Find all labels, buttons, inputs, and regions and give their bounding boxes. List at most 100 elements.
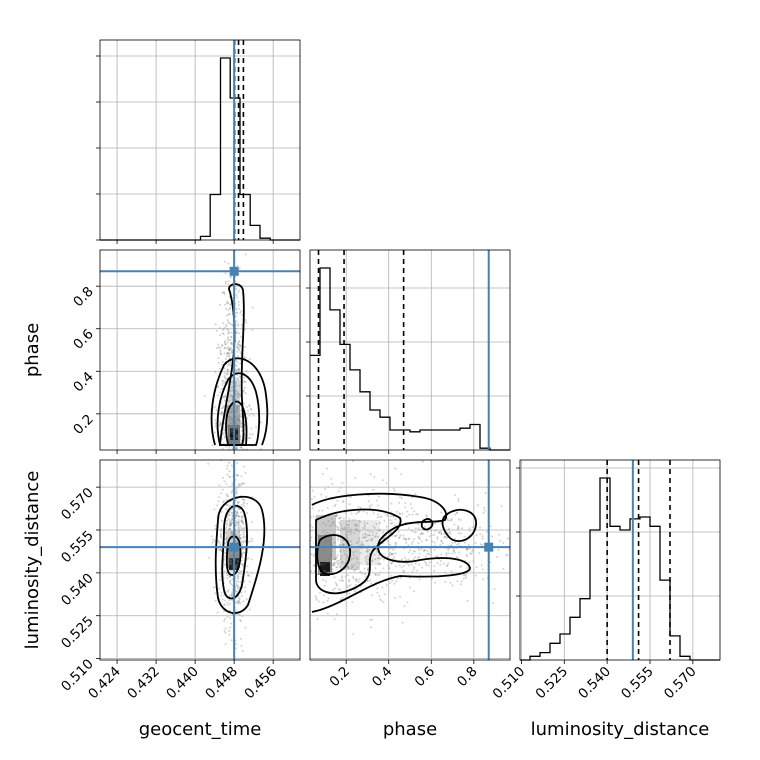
contour-line xyxy=(210,357,269,446)
scatter-point xyxy=(346,556,349,559)
scatter-point xyxy=(477,504,479,507)
scatter-point xyxy=(230,335,233,338)
scatter-point xyxy=(242,548,245,551)
scatter-point xyxy=(249,437,252,440)
scatter-point xyxy=(342,528,345,530)
scatter-point xyxy=(230,560,233,563)
scatter-point xyxy=(236,396,239,399)
scatter-point xyxy=(236,312,239,315)
scatter-point xyxy=(235,320,238,323)
scatter-point xyxy=(224,282,227,285)
scatter-point xyxy=(502,541,505,544)
scatter-point xyxy=(229,524,232,527)
scatter-point xyxy=(428,561,431,564)
scatter-point xyxy=(383,536,386,539)
scatter-point xyxy=(427,552,430,555)
scatter-point xyxy=(358,537,361,540)
scatter-point xyxy=(237,602,240,605)
scatter-point xyxy=(219,423,222,426)
scatter-point xyxy=(227,557,230,560)
scatter-point xyxy=(449,530,451,533)
scatter-point xyxy=(466,567,469,569)
scatter-point xyxy=(459,565,462,568)
scatter-point xyxy=(235,521,238,524)
scatter-point xyxy=(237,555,240,558)
scatter-point xyxy=(332,521,335,524)
scatter-point xyxy=(342,517,345,520)
scatter-point xyxy=(234,381,237,384)
scatter-point xyxy=(356,511,359,514)
scatter-point xyxy=(237,429,240,431)
scatter-point xyxy=(363,523,366,526)
scatter-point xyxy=(220,407,223,410)
scatter-point xyxy=(229,302,232,305)
scatter-point xyxy=(237,392,239,395)
scatter-point xyxy=(221,291,224,294)
scatter-point xyxy=(220,534,222,537)
scatter-point xyxy=(225,307,228,310)
scatter-point xyxy=(230,521,233,524)
scatter-point xyxy=(238,340,241,343)
y-tick-label: 0.2 xyxy=(70,411,97,438)
scatter-point xyxy=(331,555,333,557)
scatter-point xyxy=(417,537,420,540)
scatter-point xyxy=(324,540,327,543)
scatter-point xyxy=(322,522,325,525)
scatter-point xyxy=(227,518,230,521)
scatter-point xyxy=(324,542,327,545)
scatter-point xyxy=(352,532,355,535)
scatter-point xyxy=(226,314,229,317)
scatter-point xyxy=(240,426,243,429)
scatter-point xyxy=(226,601,229,604)
scatter-point xyxy=(217,357,220,360)
scatter-point xyxy=(237,518,240,521)
scatter-point xyxy=(235,490,238,492)
scatter-point xyxy=(353,557,356,560)
scatter-point xyxy=(328,556,331,559)
scatter-point xyxy=(216,611,219,614)
scatter-point xyxy=(237,580,240,583)
scatter-point xyxy=(223,629,226,632)
scatter-point xyxy=(312,564,315,567)
scatter-point xyxy=(446,564,448,567)
scatter-point xyxy=(390,553,393,556)
scatter-point xyxy=(238,419,241,421)
scatter-point xyxy=(451,541,454,544)
scatter-point xyxy=(373,526,376,529)
scatter-point xyxy=(227,301,230,304)
scatter-point xyxy=(465,553,468,556)
scatter-point xyxy=(231,324,234,327)
scatter-point xyxy=(227,434,230,436)
scatter-point xyxy=(246,409,249,412)
scatter-point xyxy=(234,539,237,542)
scatter-point xyxy=(355,542,358,545)
scatter-point xyxy=(336,499,339,502)
contour-line xyxy=(216,372,261,446)
scatter-point xyxy=(242,551,245,554)
scatter-point xyxy=(395,580,398,583)
scatter-point xyxy=(236,512,239,515)
scatter-point xyxy=(479,543,482,546)
y-axis-label-phase: phase xyxy=(22,323,43,377)
scatter-point xyxy=(237,560,240,563)
scatter-point xyxy=(330,536,333,539)
scatter-point xyxy=(339,588,342,591)
scatter-point xyxy=(343,549,345,552)
scatter-point xyxy=(238,597,241,600)
scatter-point xyxy=(228,476,231,478)
scatter-point xyxy=(236,600,239,603)
scatter-point xyxy=(230,562,232,565)
scatter-point xyxy=(231,425,234,428)
scatter-point xyxy=(236,436,238,439)
scatter-point xyxy=(228,470,231,473)
panel-frame xyxy=(519,459,721,661)
scatter-point xyxy=(347,530,350,533)
scatter-point xyxy=(376,573,379,576)
scatter-point xyxy=(239,525,242,528)
scatter-point xyxy=(217,539,220,542)
scatter-point xyxy=(366,550,369,553)
scatter-point xyxy=(346,554,349,557)
scatter-point xyxy=(220,411,223,414)
scatter-point xyxy=(223,341,226,344)
